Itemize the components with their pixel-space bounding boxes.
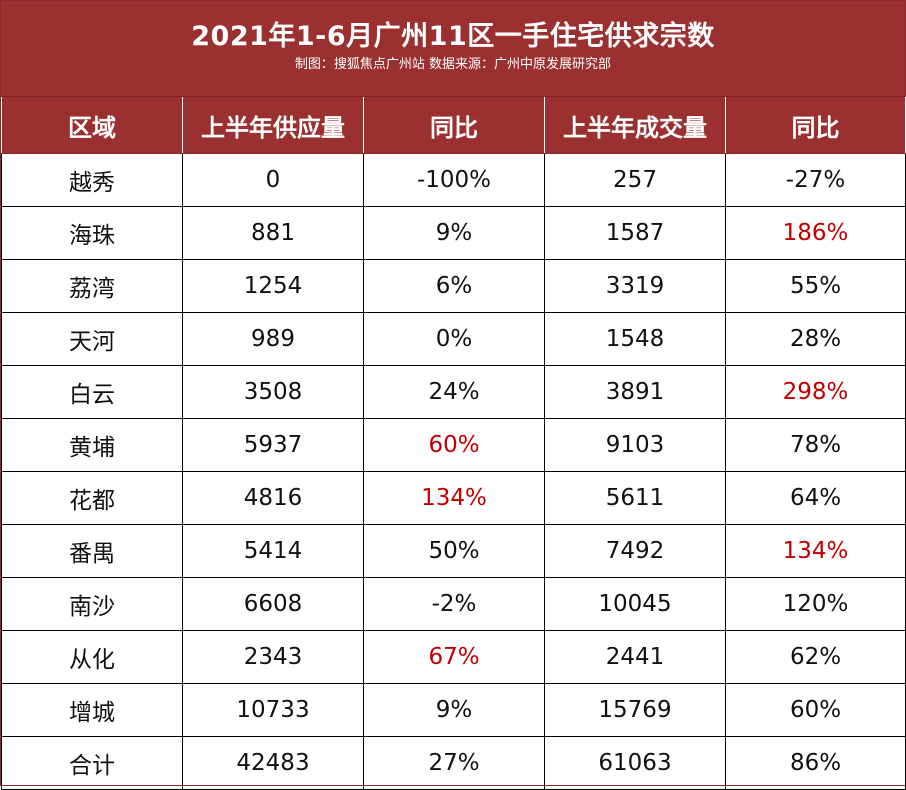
- deals-cell: 1548: [544, 312, 726, 366]
- deals-cell: 61063: [544, 736, 726, 790]
- title-banner: 2021年1-6月广州11区一手住宅供求宗数 制图：搜狐焦点广州站 数据来源：广…: [1, 1, 905, 97]
- supply-cell: 989: [182, 312, 364, 366]
- deals-yoy-cell: 120%: [725, 577, 906, 631]
- district-cell: 合计: [1, 736, 183, 790]
- deals-yoy-cell: 55%: [725, 259, 906, 313]
- chart-subtitle: 制图：搜狐焦点广州站 数据来源：广州中原发展研究部: [294, 57, 612, 72]
- table-row: 越秀 0 -100% 257 -27%: [1, 153, 906, 207]
- district-cell: 白云: [1, 365, 183, 419]
- district-cell: 从化: [1, 630, 183, 684]
- supply-yoy-cell: 67%: [363, 630, 545, 684]
- deals-yoy-cell: 298%: [725, 365, 906, 419]
- district-cell: 南沙: [1, 577, 183, 631]
- supply-cell: 2343: [182, 630, 364, 684]
- supply-cell: 4816: [182, 471, 364, 525]
- supply-yoy-cell: 9%: [363, 683, 545, 737]
- supply-yoy-cell: -100%: [363, 153, 545, 207]
- deals-cell: 1587: [544, 206, 726, 260]
- deals-yoy-cell: 186%: [725, 206, 906, 260]
- table-row: 黄埔 5937 60% 9103 78%: [1, 418, 906, 472]
- district-cell: 越秀: [1, 153, 183, 207]
- table-row: 从化 2343 67% 2441 62%: [1, 630, 906, 684]
- deals-cell: 3319: [544, 259, 726, 313]
- supply-yoy-cell: 60%: [363, 418, 545, 472]
- deals-cell: 9103: [544, 418, 726, 472]
- supply-cell: 3508: [182, 365, 364, 419]
- supply-yoy-cell: -2%: [363, 577, 545, 631]
- data-table: 区域 上半年供应量 同比 上半年成交量 同比 越秀 0 -100% 257 -27% 海珠…: [1, 97, 906, 790]
- table-row: 白云 3508 24% 3891 298%: [1, 365, 906, 419]
- chart-title: 2021年1-6月广州11区一手住宅供求宗数: [191, 21, 715, 52]
- deals-yoy-cell: 28%: [725, 312, 906, 366]
- deals-yoy-cell: 60%: [725, 683, 906, 737]
- deals-yoy-cell: 64%: [725, 471, 906, 525]
- deals-yoy-cell: 62%: [725, 630, 906, 684]
- column-header-deals: 上半年成交量: [544, 97, 726, 154]
- table-row: 合计 42483 27% 61063 86%: [1, 736, 906, 790]
- deals-cell: 3891: [544, 365, 726, 419]
- supply-cell: 42483: [182, 736, 364, 790]
- table-row: 天河 989 0% 1548 28%: [1, 312, 906, 366]
- deals-cell: 5611: [544, 471, 726, 525]
- supply-yoy-cell: 9%: [363, 206, 545, 260]
- table-row: 增城 10733 9% 15769 60%: [1, 683, 906, 737]
- supply-yoy-cell: 27%: [363, 736, 545, 790]
- table-body: 越秀 0 -100% 257 -27% 海珠 881 9% 1587 186% 荔湾 1254 6% 33…: [1, 153, 906, 790]
- deals-cell: 2441: [544, 630, 726, 684]
- supply-cell: 5414: [182, 524, 364, 578]
- deals-cell: 257: [544, 153, 726, 207]
- supply-yoy-cell: 6%: [363, 259, 545, 313]
- deals-cell: 10045: [544, 577, 726, 631]
- district-cell: 增城: [1, 683, 183, 737]
- column-header-deals-yoy: 同比: [725, 97, 906, 154]
- header-row: 区域 上半年供应量 同比 上半年成交量 同比: [1, 97, 906, 154]
- column-header-district: 区域: [1, 97, 183, 154]
- supply-cell: 10733: [182, 683, 364, 737]
- supply-yoy-cell: 0%: [363, 312, 545, 366]
- supply-cell: 0: [182, 153, 364, 207]
- column-header-supply-yoy: 同比: [363, 97, 545, 154]
- table-row: 花都 4816 134% 5611 64%: [1, 471, 906, 525]
- deals-yoy-cell: 86%: [725, 736, 906, 790]
- district-cell: 番禺: [1, 524, 183, 578]
- supply-cell: 881: [182, 206, 364, 260]
- district-cell: 荔湾: [1, 259, 183, 313]
- district-cell: 黄埔: [1, 418, 183, 472]
- supply-yoy-cell: 24%: [363, 365, 545, 419]
- supply-cell: 5937: [182, 418, 364, 472]
- table-row: 南沙 6608 -2% 10045 120%: [1, 577, 906, 631]
- table-row: 荔湾 1254 6% 3319 55%: [1, 259, 906, 313]
- deals-cell: 7492: [544, 524, 726, 578]
- district-cell: 海珠: [1, 206, 183, 260]
- district-cell: 花都: [1, 471, 183, 525]
- deals-yoy-cell: 78%: [725, 418, 906, 472]
- deals-yoy-cell: -27%: [725, 153, 906, 207]
- supply-yoy-cell: 134%: [363, 471, 545, 525]
- supply-cell: 6608: [182, 577, 364, 631]
- supply-cell: 1254: [182, 259, 364, 313]
- district-cell: 天河: [1, 312, 183, 366]
- deals-yoy-cell: 134%: [725, 524, 906, 578]
- column-header-supply: 上半年供应量: [182, 97, 364, 154]
- table-row: 海珠 881 9% 1587 186%: [1, 206, 906, 260]
- supply-yoy-cell: 50%: [363, 524, 545, 578]
- table-row: 番禺 5414 50% 7492 134%: [1, 524, 906, 578]
- deals-cell: 15769: [544, 683, 726, 737]
